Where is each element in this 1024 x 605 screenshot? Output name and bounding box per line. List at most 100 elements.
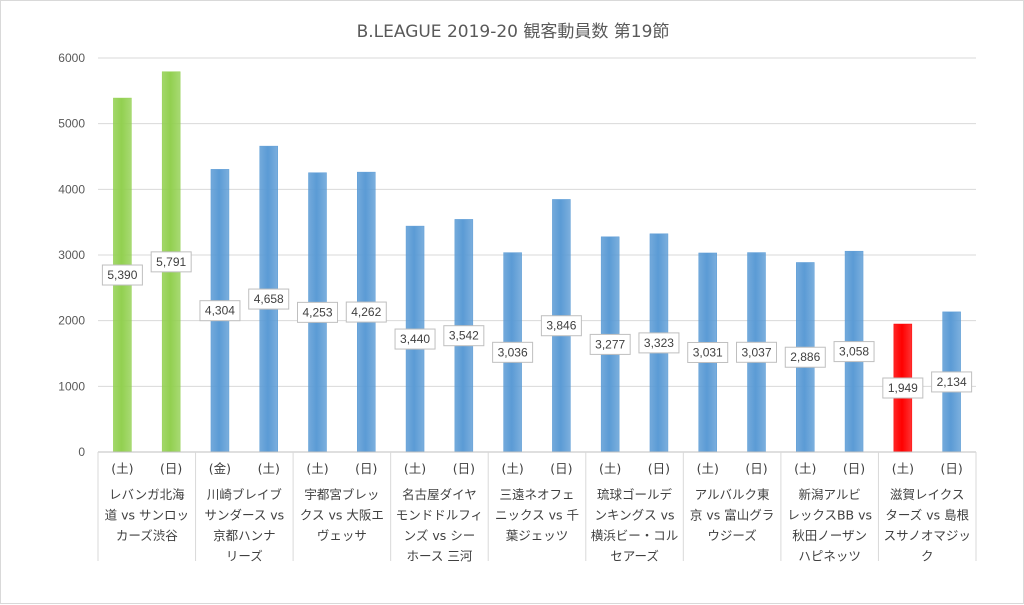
data-label-box bbox=[833, 341, 875, 363]
x-tick-label-match: 滋賀レイクス bbox=[890, 487, 964, 502]
x-tick-label-match: 三遠ネオフェ bbox=[499, 487, 574, 502]
x-tick-label-match: ニックス vs 千 bbox=[495, 508, 579, 523]
data-label-box bbox=[540, 315, 582, 337]
y-tick-label: 3000 bbox=[58, 248, 85, 262]
x-tick-label-day: (日) bbox=[355, 461, 377, 476]
y-tick-label: 0 bbox=[78, 445, 85, 459]
data-label-box bbox=[394, 328, 436, 350]
x-tick-label-match: ウジーズ bbox=[707, 528, 756, 543]
data-label: 2,886 bbox=[790, 350, 820, 364]
x-tick-label-match: 宇都宮ブレッ bbox=[304, 487, 379, 502]
data-label: 5,791 bbox=[156, 255, 186, 269]
x-tick-label-day: (日) bbox=[550, 461, 572, 476]
data-label: 3,037 bbox=[741, 345, 771, 359]
x-tick-label-match: 新潟アルビ bbox=[798, 487, 860, 502]
x-tick-label-match: 道 vs サンロッ bbox=[105, 508, 189, 523]
x-tick-label-day: (日) bbox=[940, 461, 962, 476]
x-tick-label-day: (日) bbox=[453, 461, 475, 476]
data-label-box bbox=[345, 301, 387, 323]
data-label: 3,031 bbox=[693, 345, 723, 359]
y-tick-label: 5000 bbox=[58, 117, 85, 131]
data-label-box bbox=[150, 251, 192, 273]
x-tick-label-day: (土) bbox=[404, 461, 426, 476]
x-tick-label-day: (土) bbox=[599, 461, 621, 476]
data-label: 3,440 bbox=[400, 332, 430, 346]
data-label: 3,036 bbox=[498, 345, 528, 359]
x-tick-label-match: ンキングス vs bbox=[595, 508, 675, 523]
data-label: 4,253 bbox=[302, 305, 332, 319]
x-tick-label-match: ヴェッサ bbox=[317, 528, 367, 543]
x-tick-label-match: ンズ vs シー bbox=[404, 528, 476, 543]
data-label-box bbox=[443, 325, 485, 347]
y-tick-label: 4000 bbox=[58, 182, 85, 196]
x-tick-label-match: ク bbox=[921, 549, 934, 564]
data-label-box bbox=[492, 341, 534, 363]
x-tick-label-day: (日) bbox=[745, 461, 767, 476]
data-label: 3,323 bbox=[644, 336, 674, 350]
data-label-box bbox=[736, 341, 777, 363]
x-tick-label-match: ホース 三河 bbox=[407, 549, 473, 564]
data-label: 3,846 bbox=[546, 319, 576, 333]
data-labels: 5,390 5,791 4,304 4,658 4,253 4,262 3,440 3,542… bbox=[101, 251, 973, 399]
x-tick-label-match: 秋田ノーザン bbox=[792, 528, 867, 543]
x-tick-label-day: (土) bbox=[258, 461, 280, 476]
data-label-box bbox=[297, 301, 338, 323]
data-label-box bbox=[589, 333, 631, 355]
data-label: 3,277 bbox=[595, 337, 625, 351]
x-tick-label-match: クス vs 大阪エ bbox=[300, 508, 384, 523]
data-label-box bbox=[101, 264, 143, 286]
x-tick-label-day: (金) bbox=[209, 461, 231, 476]
x-tick-label-match: 琉球ゴールデ bbox=[597, 487, 673, 502]
x-tick-label-day: (日) bbox=[160, 461, 182, 476]
data-label-box bbox=[882, 377, 924, 399]
x-tick-label-match: 京 vs 富山グラ bbox=[690, 508, 774, 523]
x-tick-label-match: 川崎ブレイブ bbox=[207, 487, 283, 502]
x-tick-label-day: (日) bbox=[648, 461, 670, 476]
data-label-box bbox=[931, 371, 973, 393]
y-tick-label: 1000 bbox=[58, 379, 85, 393]
data-label: 4,262 bbox=[351, 305, 381, 319]
data-label: 4,304 bbox=[205, 304, 235, 318]
x-tick-label-match: 葉ジェッツ bbox=[506, 528, 569, 543]
x-tick-label-match: 京都ハンナ bbox=[213, 528, 276, 543]
data-label: 1,949 bbox=[888, 381, 918, 395]
y-axis-ticks: 0 1000 2000 3000 4000 5000 6000 bbox=[58, 51, 85, 459]
y-tick-label: 2000 bbox=[58, 314, 85, 328]
bars bbox=[113, 71, 961, 453]
data-label-box bbox=[687, 341, 729, 363]
data-label: 3,542 bbox=[449, 329, 479, 343]
data-label: 2,134 bbox=[937, 375, 967, 389]
x-tick-label-match: アルバルク東 bbox=[695, 487, 770, 502]
data-label: 4,658 bbox=[254, 292, 284, 306]
x-tick-label-match: レックスBB vs bbox=[787, 508, 872, 523]
x-tick-label-day: (土) bbox=[501, 461, 523, 476]
x-tick-label-day: (土) bbox=[794, 461, 816, 476]
x-tick-label-day: (土) bbox=[892, 461, 914, 476]
x-tick-label-match: モンドドルフィ bbox=[396, 508, 483, 523]
x-tick-label-match: ターズ vs 島根 bbox=[885, 508, 969, 523]
x-tick-label-match: セアーズ bbox=[610, 549, 659, 564]
x-tick-label-day: (土) bbox=[697, 461, 719, 476]
x-tick-label-day: (土) bbox=[111, 461, 133, 476]
gridlines bbox=[98, 57, 976, 387]
data-label: 3,058 bbox=[839, 345, 869, 359]
x-tick-label-day: (日) bbox=[843, 461, 865, 476]
x-tick-label-day: (土) bbox=[306, 461, 328, 476]
x-tick-label-match: サンダース vs bbox=[204, 508, 284, 523]
data-label-box bbox=[199, 300, 241, 322]
data-label: 5,390 bbox=[107, 268, 137, 282]
y-tick-label: 6000 bbox=[58, 51, 85, 65]
x-tick-label-match: リーズ bbox=[226, 549, 263, 564]
data-label-box bbox=[784, 346, 826, 368]
x-tick-label-match: 横浜ビー・コル bbox=[591, 528, 679, 543]
x-tick-label-match: スサノオマジッ bbox=[884, 528, 971, 543]
x-tick-label-match: カーズ渋谷 bbox=[116, 528, 178, 543]
data-label-box bbox=[638, 332, 680, 354]
data-label-box bbox=[248, 288, 290, 310]
x-tick-label-match: レバンガ北海 bbox=[109, 487, 185, 502]
chart-title: B.LEAGUE 2019-20 観客動員数 第19節 bbox=[357, 22, 670, 42]
x-tick-label-match: ハピネッツ bbox=[798, 549, 861, 564]
